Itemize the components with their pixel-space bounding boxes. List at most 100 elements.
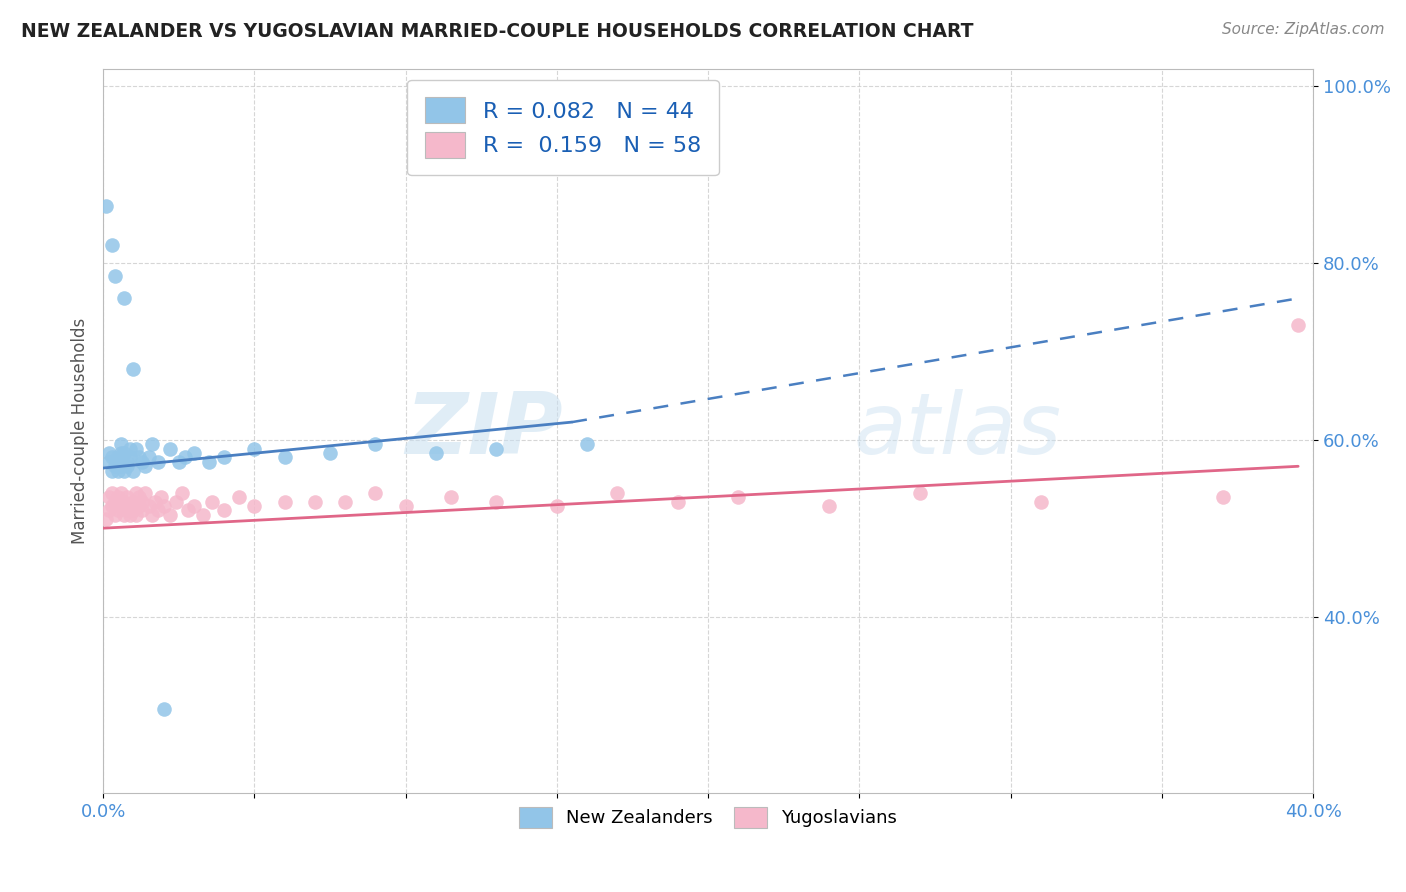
Point xyxy=(546,499,568,513)
Point xyxy=(146,455,169,469)
Point xyxy=(101,238,124,252)
Point xyxy=(165,494,187,508)
Point xyxy=(134,459,156,474)
Point xyxy=(125,485,148,500)
Point xyxy=(101,464,124,478)
Point xyxy=(112,291,135,305)
Point xyxy=(117,490,139,504)
Point xyxy=(117,455,139,469)
Point xyxy=(112,508,135,522)
Point xyxy=(167,455,190,469)
Point xyxy=(146,503,169,517)
Point xyxy=(201,494,224,508)
Point xyxy=(141,437,163,451)
Point xyxy=(122,503,145,517)
Point xyxy=(177,503,200,517)
Point xyxy=(101,485,124,500)
Text: Source: ZipAtlas.com: Source: ZipAtlas.com xyxy=(1222,22,1385,37)
Point xyxy=(818,499,841,513)
Point xyxy=(104,459,127,474)
Point xyxy=(304,494,326,508)
Point xyxy=(101,499,124,513)
Point xyxy=(485,494,508,508)
Point xyxy=(228,490,250,504)
Point xyxy=(98,446,121,460)
Point xyxy=(727,490,749,504)
Point xyxy=(212,503,235,517)
Point xyxy=(110,446,132,460)
Point xyxy=(666,494,689,508)
Point xyxy=(104,508,127,522)
Point xyxy=(440,490,463,504)
Point xyxy=(128,499,150,513)
Point xyxy=(319,446,342,460)
Point xyxy=(243,499,266,513)
Point xyxy=(273,450,295,465)
Point xyxy=(110,485,132,500)
Text: ZIP: ZIP xyxy=(405,390,562,473)
Point xyxy=(134,485,156,500)
Point xyxy=(173,450,195,465)
Point xyxy=(333,494,356,508)
Point xyxy=(131,494,153,508)
Point xyxy=(243,442,266,456)
Point xyxy=(1029,494,1052,508)
Point xyxy=(112,464,135,478)
Point xyxy=(104,269,127,284)
Point xyxy=(110,437,132,451)
Point xyxy=(117,503,139,517)
Point xyxy=(1211,490,1233,504)
Point xyxy=(138,450,160,465)
Point xyxy=(198,455,221,469)
Point xyxy=(98,503,121,517)
Point xyxy=(107,450,129,465)
Point xyxy=(141,508,163,522)
Point xyxy=(273,494,295,508)
Point xyxy=(908,485,931,500)
Point xyxy=(128,490,150,504)
Point xyxy=(107,455,129,469)
Point xyxy=(125,508,148,522)
Point xyxy=(425,446,447,460)
Point xyxy=(159,508,181,522)
Point xyxy=(117,459,139,474)
Point xyxy=(131,455,153,469)
Point xyxy=(1286,318,1309,332)
Point xyxy=(143,494,166,508)
Legend: New Zealanders, Yugoslavians: New Zealanders, Yugoslavians xyxy=(512,800,904,835)
Point xyxy=(110,459,132,474)
Point xyxy=(395,499,418,513)
Point xyxy=(170,485,193,500)
Point xyxy=(107,490,129,504)
Point xyxy=(152,499,174,513)
Point xyxy=(364,485,387,500)
Point xyxy=(98,490,121,504)
Point xyxy=(107,503,129,517)
Point xyxy=(131,503,153,517)
Point xyxy=(122,464,145,478)
Point xyxy=(125,442,148,456)
Point xyxy=(149,490,172,504)
Point xyxy=(120,450,142,465)
Point xyxy=(183,499,205,513)
Point xyxy=(98,455,121,469)
Point xyxy=(191,508,214,522)
Point xyxy=(96,198,118,212)
Point xyxy=(110,499,132,513)
Point xyxy=(112,446,135,460)
Point xyxy=(183,446,205,460)
Y-axis label: Married-couple Households: Married-couple Households xyxy=(72,318,89,544)
Point xyxy=(122,494,145,508)
Point xyxy=(101,450,124,465)
Point xyxy=(122,362,145,376)
Point xyxy=(96,512,118,526)
Point xyxy=(107,464,129,478)
Point xyxy=(138,499,160,513)
Point xyxy=(120,499,142,513)
Point xyxy=(112,494,135,508)
Point xyxy=(152,702,174,716)
Text: NEW ZEALANDER VS YUGOSLAVIAN MARRIED-COUPLE HOUSEHOLDS CORRELATION CHART: NEW ZEALANDER VS YUGOSLAVIAN MARRIED-COU… xyxy=(21,22,973,41)
Point xyxy=(159,442,181,456)
Point xyxy=(128,450,150,465)
Point xyxy=(606,485,628,500)
